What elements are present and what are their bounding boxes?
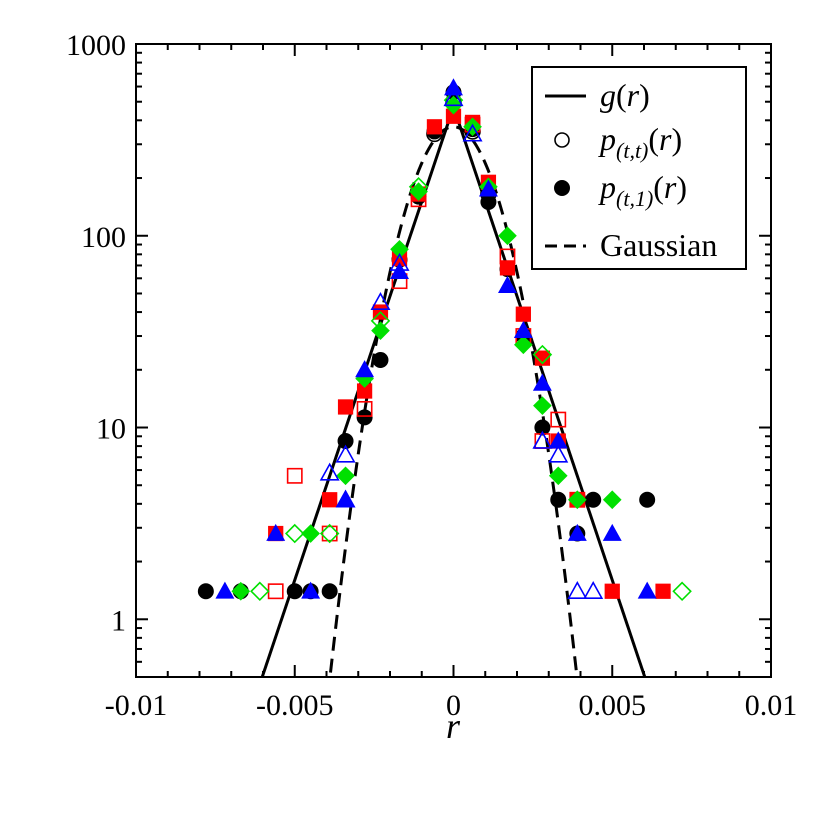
legend-entry: p(t,t)(r) (554, 121, 682, 163)
data-point (443, 90, 464, 110)
data-point (478, 179, 498, 197)
data-point (337, 399, 354, 415)
x-tick-label: -0.005 (256, 689, 334, 722)
data-point (321, 525, 338, 542)
y-tick-label: 10 (96, 413, 126, 446)
data-point (498, 226, 517, 246)
x-tick-label: -0.01 (105, 689, 168, 722)
x-tick-label: 0.01 (745, 689, 798, 722)
data-point (550, 491, 567, 508)
data-point (266, 523, 286, 541)
data-point (548, 431, 568, 449)
data-point (499, 248, 516, 265)
data-point (284, 523, 305, 544)
data-point (532, 430, 553, 449)
data-point (321, 583, 338, 600)
legend-label: g(r) (600, 77, 650, 113)
data-point (567, 523, 587, 541)
data-point (286, 467, 303, 484)
data-point (583, 580, 604, 599)
y-tick-label: 1000 (66, 29, 126, 62)
data-point (370, 311, 391, 331)
data-point (567, 580, 588, 599)
data-point (548, 466, 568, 486)
data-point (286, 583, 303, 600)
data-point (550, 411, 567, 428)
data-point (548, 444, 569, 463)
data-point (408, 177, 429, 197)
data-point (319, 523, 340, 544)
data-point (604, 583, 620, 599)
data-point (462, 123, 483, 142)
data-point (335, 444, 356, 463)
data-point (355, 360, 375, 378)
legend-box (531, 66, 747, 270)
data-point (301, 524, 320, 543)
data-point (637, 581, 657, 599)
data-point (215, 581, 235, 599)
legend-label: Gaussian (600, 227, 717, 263)
series-green-open (250, 90, 692, 602)
data-point (532, 373, 552, 391)
data-point (444, 78, 463, 96)
legend: g(r) p(t,t)(r) p(t,1)(r) Gaussian (531, 66, 747, 270)
legend-entry: g(r) (545, 77, 650, 113)
legend-entry: Gaussian (545, 227, 717, 263)
data-point (371, 321, 390, 340)
data-point (534, 350, 551, 366)
data-point (426, 119, 443, 135)
data-point (231, 581, 251, 601)
data-point (513, 320, 533, 339)
data-point (372, 351, 389, 368)
data-point (390, 239, 409, 259)
data-point (197, 583, 214, 600)
data-point (356, 401, 373, 417)
data-point (639, 491, 656, 508)
axes-layer: -0.01 -0.005 0 0.005 0.01 1 10 100 1000 (66, 29, 797, 722)
legend-label: p(t,1)(r) (598, 169, 687, 211)
x-tick-label: 0.005 (579, 689, 647, 722)
series-green-filled (231, 95, 622, 601)
data-point (655, 583, 671, 599)
data-point (370, 291, 391, 310)
legend-entry: p(t,1)(r) (554, 169, 687, 211)
data-point (389, 252, 410, 271)
data-point (672, 581, 692, 602)
data-point (534, 419, 551, 436)
legend-open-circle (554, 132, 570, 148)
data-point (336, 466, 355, 486)
data-point (356, 409, 373, 426)
series-blue-open (319, 88, 604, 599)
data-point (322, 492, 338, 508)
legend-label: p(t,t)(r) (598, 121, 682, 163)
y-tick-label: 100 (81, 221, 126, 254)
markers-layer (197, 78, 692, 602)
data-point (602, 490, 622, 510)
data-point (533, 396, 552, 415)
data-point (250, 581, 270, 602)
data-point (514, 335, 533, 355)
data-point (602, 523, 622, 541)
data-point (498, 275, 517, 293)
x-tick-label: 0 (446, 689, 461, 722)
data-point (301, 581, 321, 599)
data-point (585, 491, 602, 508)
data-point (319, 462, 340, 481)
data-point (443, 88, 464, 107)
data-point (515, 306, 531, 322)
data-point (532, 344, 553, 365)
data-point (567, 490, 587, 510)
x-axis-label: r (446, 706, 461, 746)
data-point (335, 489, 356, 508)
legend-filled-circle (554, 180, 570, 196)
data-point (337, 433, 354, 450)
y-tick-label: 1 (111, 604, 126, 637)
